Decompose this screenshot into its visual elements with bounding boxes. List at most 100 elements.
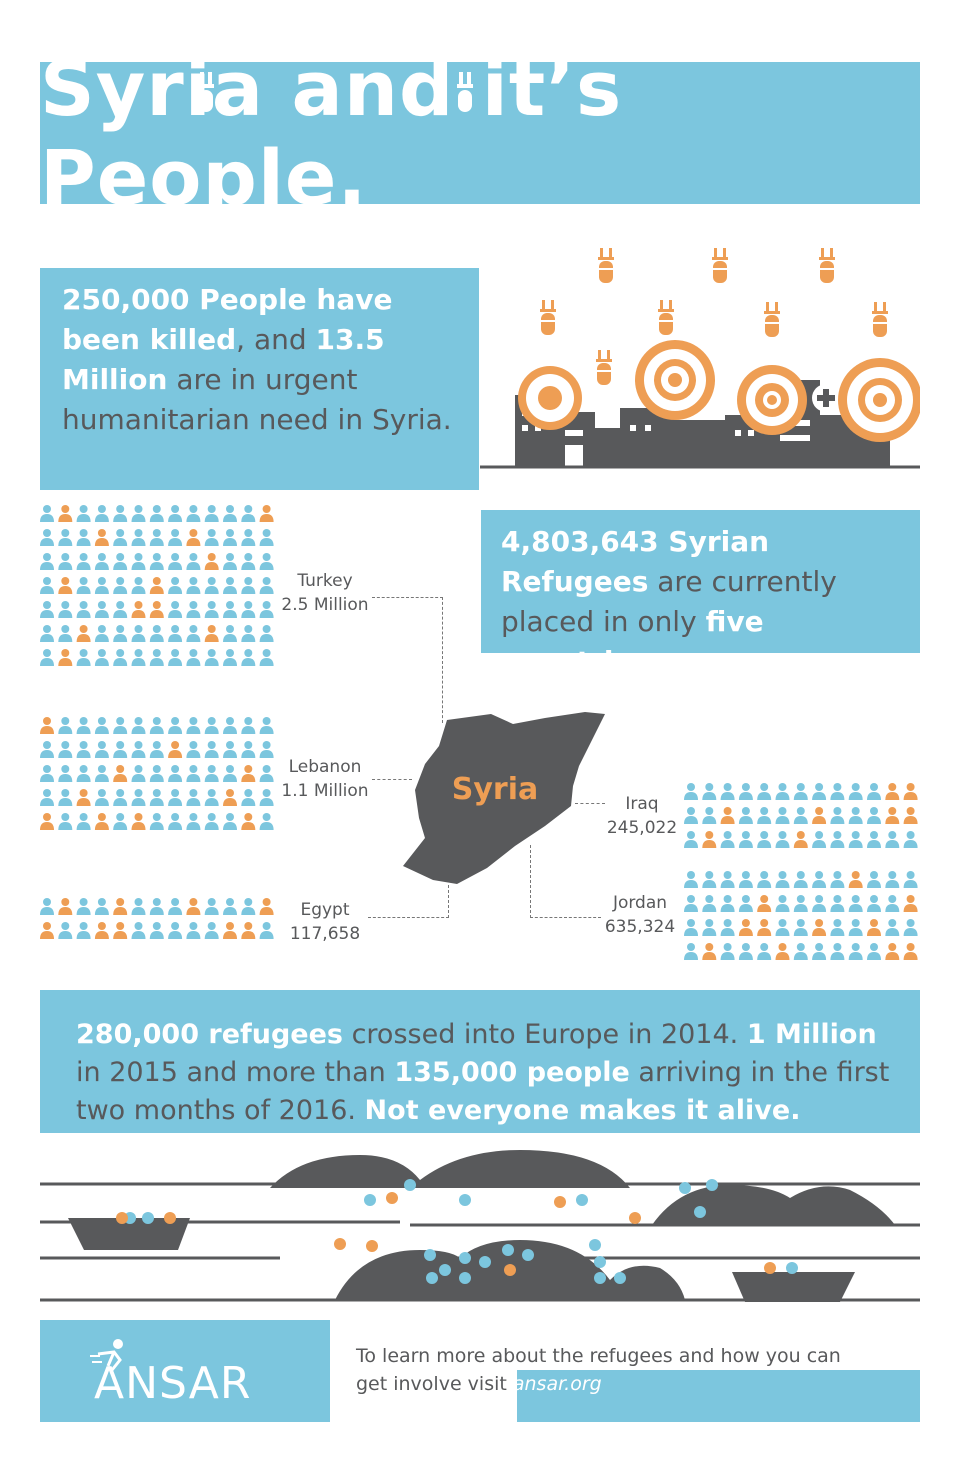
- country-name: Jordan: [612, 893, 668, 913]
- person-icon: [793, 807, 808, 824]
- person-icon: [76, 741, 91, 758]
- person-icon: [76, 625, 91, 642]
- person-icon: [720, 831, 735, 848]
- person-icon: [186, 577, 201, 594]
- person-icon: [903, 871, 918, 888]
- person-icon: [830, 895, 845, 912]
- person-icon: [94, 529, 109, 546]
- person-icon: [775, 871, 790, 888]
- person-icon: [168, 577, 183, 594]
- person-icon: [684, 831, 698, 848]
- person-icon: [259, 813, 274, 830]
- person-icon: [223, 529, 237, 546]
- person-icon: [40, 625, 54, 642]
- person-icon: [113, 741, 128, 758]
- person-icon: [131, 577, 146, 594]
- person-icon: [738, 943, 753, 960]
- person-icon: [94, 577, 109, 594]
- person-icon: [903, 919, 918, 936]
- person-icon: [241, 649, 256, 666]
- person-icon: [168, 898, 183, 915]
- person-icon: [186, 922, 201, 939]
- person-icon: [40, 898, 54, 915]
- person-icon: [812, 895, 827, 912]
- target-icon: [635, 340, 715, 420]
- person-icon: [58, 505, 73, 522]
- person-icon: [186, 505, 201, 522]
- person-icon: [830, 943, 845, 960]
- person-icon: [757, 895, 772, 912]
- person-icon: [223, 505, 237, 522]
- person-icon: [259, 625, 274, 642]
- person-icon: [223, 717, 237, 734]
- person-icon: [58, 717, 73, 734]
- person-icon: [241, 898, 256, 915]
- person-icon: [168, 553, 183, 570]
- person-icon: [58, 529, 73, 546]
- person-icon: [867, 919, 881, 936]
- person-icon: [738, 919, 753, 936]
- person-icon: [94, 789, 109, 806]
- person-icon: [204, 625, 219, 642]
- person-icon: [241, 553, 256, 570]
- person-icon: [94, 649, 109, 666]
- person-icon: [720, 895, 735, 912]
- killed-highlight: 250,000 People have been killed: [62, 283, 393, 356]
- person-icon: [812, 919, 827, 936]
- person-icon: [131, 649, 146, 666]
- person-icon: [204, 505, 219, 522]
- person-icon: [168, 505, 183, 522]
- person-icon: [58, 601, 73, 618]
- person-icon: [186, 553, 201, 570]
- bomb-icon: [764, 302, 780, 337]
- person-icon: [58, 898, 73, 915]
- person-icon: [867, 871, 881, 888]
- person-icon: [149, 505, 164, 522]
- person-icon: [168, 717, 183, 734]
- person-icon: [131, 922, 146, 939]
- person-icon: [259, 898, 274, 915]
- person-icon: [757, 943, 772, 960]
- country-name: Egypt: [300, 900, 350, 920]
- person-icon: [58, 789, 73, 806]
- person-icon: [186, 649, 201, 666]
- person-icon: [241, 601, 256, 618]
- person-icon: [76, 553, 91, 570]
- person-icon: [204, 898, 219, 915]
- person-icon: [94, 717, 109, 734]
- person-icon: [848, 783, 863, 800]
- refugees-text: 4,803,643 Syrian Refugees are currently …: [501, 522, 916, 682]
- lebanon-people-grid: [40, 717, 274, 830]
- person-icon: [738, 783, 753, 800]
- person-icon: [830, 831, 845, 848]
- person-icon: [94, 601, 109, 618]
- person-icon: [684, 895, 698, 912]
- text-span: , and: [236, 323, 316, 356]
- person-icon: [793, 783, 808, 800]
- person-icon: [223, 813, 237, 830]
- sea-crossing-illustration: [40, 1150, 920, 1302]
- map-label: Syria: [451, 772, 539, 807]
- turkey-people-grid: [40, 505, 274, 666]
- person-icon: [94, 898, 109, 915]
- person-icon: [867, 783, 881, 800]
- person-icon: [131, 529, 146, 546]
- bomb-icon: [658, 300, 674, 335]
- person-icon: [684, 783, 698, 800]
- person-icon: [113, 625, 128, 642]
- country-name: Lebanon: [288, 757, 362, 777]
- person-icon: [259, 741, 274, 758]
- person-icon: [149, 553, 164, 570]
- person-icon: [131, 789, 146, 806]
- person-icon: [113, 922, 128, 939]
- person-icon: [848, 943, 863, 960]
- person-icon: [259, 577, 274, 594]
- person-icon: [684, 919, 698, 936]
- person-icon: [40, 741, 54, 758]
- person-icon: [223, 741, 237, 758]
- ansar-link[interactable]: ansar.org: [512, 1373, 602, 1395]
- person-icon: [76, 529, 91, 546]
- person-icon: [757, 919, 772, 936]
- person-icon: [186, 789, 201, 806]
- person-icon: [830, 919, 845, 936]
